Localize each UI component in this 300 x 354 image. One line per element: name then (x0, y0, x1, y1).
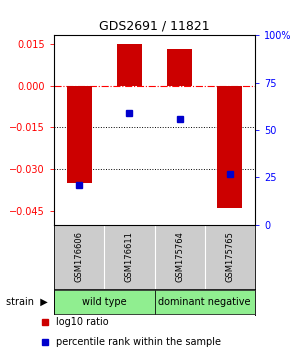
Text: wild type: wild type (82, 297, 127, 307)
Title: GDS2691 / 11821: GDS2691 / 11821 (99, 20, 210, 33)
Text: percentile rank within the sample: percentile rank within the sample (56, 337, 221, 347)
Bar (154, 290, 255, 314)
Bar (54, 290, 154, 314)
Bar (67, 86, 92, 183)
Text: dominant negative: dominant negative (158, 297, 251, 307)
Text: GSM175765: GSM175765 (225, 231, 234, 282)
Text: GSM176611: GSM176611 (125, 231, 134, 282)
Bar (217, 86, 242, 208)
Text: log10 ratio: log10 ratio (56, 317, 109, 327)
Bar (117, 44, 142, 86)
Text: strain  ▶: strain ▶ (6, 297, 48, 307)
Text: GSM176606: GSM176606 (75, 231, 84, 282)
Text: GSM175764: GSM175764 (175, 231, 184, 282)
Bar (167, 49, 192, 86)
